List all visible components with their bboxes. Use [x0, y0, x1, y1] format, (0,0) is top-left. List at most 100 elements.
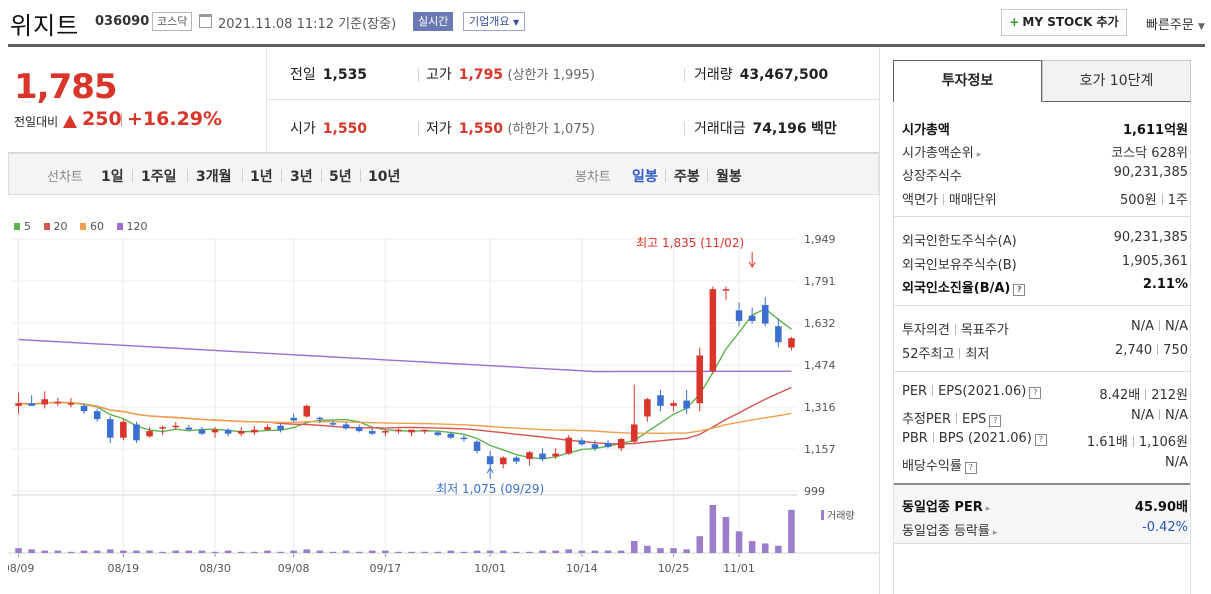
prev-close: 전일 1,535 — [290, 67, 368, 83]
help-icon[interactable]: ? — [1034, 434, 1047, 446]
candle-body — [591, 444, 599, 449]
volume-bar — [185, 550, 193, 553]
tab-orderbook-10[interactable]: 호가 10단계 — [1042, 60, 1191, 102]
low-price: 저가 1,550 (하한가 1,075) — [426, 121, 595, 137]
candle-body — [486, 456, 494, 465]
candle-body — [329, 423, 337, 425]
candle-daily[interactable]: 일봉 — [632, 169, 658, 185]
y-tick-label: 1,949 — [804, 233, 836, 246]
candle-body — [185, 427, 193, 430]
volume-bar — [290, 550, 297, 553]
chevron-right-icon: ▸ — [985, 504, 991, 514]
volume-bar — [133, 550, 140, 553]
help-icon[interactable]: ? — [1013, 284, 1026, 296]
tab-investment-info[interactable]: 투자정보 — [893, 60, 1042, 102]
high-annotation: 최고 1,835 (11/02) — [636, 236, 744, 250]
chevron-right-icon: ▸ — [992, 528, 998, 538]
y-tick-label: 999 — [804, 485, 825, 498]
candle-body — [368, 431, 376, 434]
candle-body — [264, 427, 271, 430]
candle-body — [735, 310, 743, 321]
volume-bar — [617, 550, 625, 553]
per-row: PER EPS(2021.06)? 8.42배 212원 — [902, 384, 1188, 403]
divider — [242, 169, 243, 182]
divider — [879, 47, 880, 594]
volume-bar — [486, 550, 494, 553]
par-value-row: 액면가 매매단위 500원 1주 — [902, 193, 1188, 208]
candle-body — [277, 425, 284, 430]
divider — [665, 169, 666, 182]
realtime-button[interactable]: 실시간 — [413, 12, 454, 31]
candle-body — [526, 452, 533, 459]
sector-rate-row[interactable]: 동일업종 등락률 ▸ -0.42% — [902, 520, 1188, 539]
low-arrow-head — [486, 467, 494, 474]
volume-bar — [382, 550, 389, 553]
candle-body — [15, 403, 22, 406]
y-tick-label: 1,474 — [804, 359, 836, 372]
volume-bar — [565, 549, 573, 553]
candle-body — [657, 395, 664, 406]
candle-body — [211, 429, 219, 433]
divider — [187, 169, 188, 182]
change-value: 250 — [82, 108, 122, 130]
period-1y[interactable]: 1년 — [250, 169, 273, 185]
period-5y[interactable]: 5년 — [329, 169, 352, 185]
x-tick-label: 08/30 — [199, 562, 231, 575]
candle-body — [513, 457, 520, 462]
legend-ma120: 120 — [116, 220, 148, 233]
help-icon[interactable]: ? — [964, 462, 977, 474]
ma120-line — [18, 338, 792, 373]
candle-body — [408, 429, 415, 433]
period-3y[interactable]: 3년 — [290, 169, 313, 185]
candle-body — [499, 457, 507, 465]
candle-body — [224, 429, 232, 434]
divider — [360, 169, 361, 182]
period-1w[interactable]: 1주일 — [141, 169, 177, 185]
candle-body — [237, 431, 245, 434]
divider — [121, 113, 122, 127]
volume-bar — [237, 551, 245, 553]
candle-body — [342, 424, 350, 429]
section-divider — [894, 216, 1190, 217]
volume-bar — [748, 541, 756, 553]
help-icon[interactable]: ? — [1029, 387, 1042, 399]
candle-weekly[interactable]: 주봉 — [674, 169, 700, 185]
candle-body — [670, 403, 677, 406]
volume-bar — [552, 550, 559, 553]
x-tick-label: 10/25 — [658, 562, 690, 575]
current-price: 1,785 — [14, 67, 118, 107]
period-3m[interactable]: 3개월 — [196, 169, 232, 185]
company-overview-dropdown[interactable]: 기업개요 ▼ — [463, 12, 526, 31]
volume-bar — [434, 551, 442, 553]
chevron-right-icon: ▸ — [976, 150, 982, 160]
volume-bar — [775, 545, 782, 553]
add-mystock-button[interactable]: + MY STOCK 추가 — [1001, 9, 1127, 36]
candle-body — [683, 400, 690, 409]
period-1d[interactable]: 1일 — [101, 169, 124, 185]
period-10y[interactable]: 10년 — [368, 169, 401, 185]
section-divider — [894, 305, 1190, 306]
volume-bar — [460, 551, 468, 553]
candle-monthly[interactable]: 월봉 — [716, 169, 742, 185]
moving-average-legend: 5 20 60 120 — [14, 220, 157, 233]
volume-bar — [788, 509, 795, 553]
candle-body — [80, 405, 88, 412]
plus-icon: + — [1009, 15, 1020, 29]
volume-bar — [722, 517, 730, 553]
quick-order-dropdown[interactable]: 빠른주문 ▼ — [1146, 18, 1205, 33]
candle-body — [251, 429, 258, 433]
cap-rank-row[interactable]: 시가총액순위 ▸ 코스닥 628위 — [902, 146, 1188, 161]
candle-body — [748, 315, 756, 321]
volume-bar — [120, 550, 127, 553]
candlestick-chart[interactable]: 1,949 1,791 1,632 1,474 1,316 1,157 999 08/09 08… — [8, 228, 879, 594]
candle-body — [355, 427, 363, 432]
foreign-hold-row: 외국인보유주식수(B) 1,905,361 — [902, 254, 1188, 273]
x-tick-label: 11/01 — [723, 562, 755, 575]
candle-body — [159, 427, 166, 429]
x-tick-label: 09/17 — [369, 562, 401, 575]
open-price: 시가 1,550 — [290, 121, 368, 137]
volume-bar — [421, 551, 428, 553]
help-icon[interactable]: ? — [989, 415, 1002, 427]
candle-body — [473, 441, 481, 451]
sector-per-row[interactable]: 동일업종 PER ▸ 45.90배 — [902, 500, 1188, 515]
